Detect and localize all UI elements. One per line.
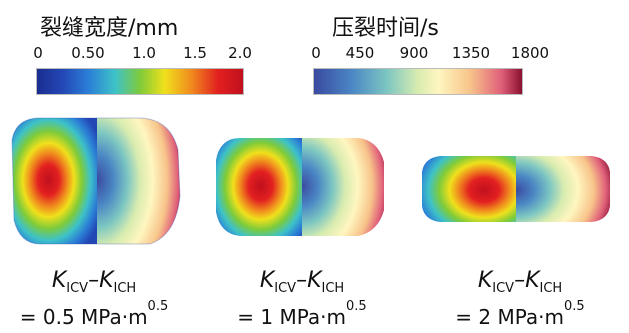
kic-difference-label-3: KICV–KICH [477, 268, 563, 296]
time-colorbar [313, 68, 523, 95]
time-tick: 900 [399, 44, 429, 62]
kic-value-label-3: = 2 MPa·m0.5 [455, 299, 585, 329]
width-tick: 0.50 [71, 44, 105, 62]
time-tick: 450 [345, 44, 375, 62]
width-tick: 2.0 [228, 44, 252, 62]
time-tick: 0 [311, 44, 321, 62]
kic-value-label-2: = 1 MPa·m0.5 [237, 299, 367, 329]
width-colorbar [36, 68, 244, 95]
time-tick: 1350 [451, 44, 491, 62]
kic-difference-label-1: KICV–KICH [51, 268, 137, 296]
time-colorbar-title: 压裂时间/s [332, 16, 439, 41]
kic-difference-label-2: KICV–KICH [259, 268, 345, 296]
width-colorbar-title: 裂缝宽度/mm [40, 16, 179, 41]
time-tick: 1800 [510, 44, 550, 62]
kic-value-label-1: = 0.5 MPa·m0.5 [19, 299, 169, 329]
width-tick: 1.5 [183, 44, 207, 62]
width-tick: 1.0 [132, 44, 156, 62]
width-tick: 0 [33, 44, 43, 62]
